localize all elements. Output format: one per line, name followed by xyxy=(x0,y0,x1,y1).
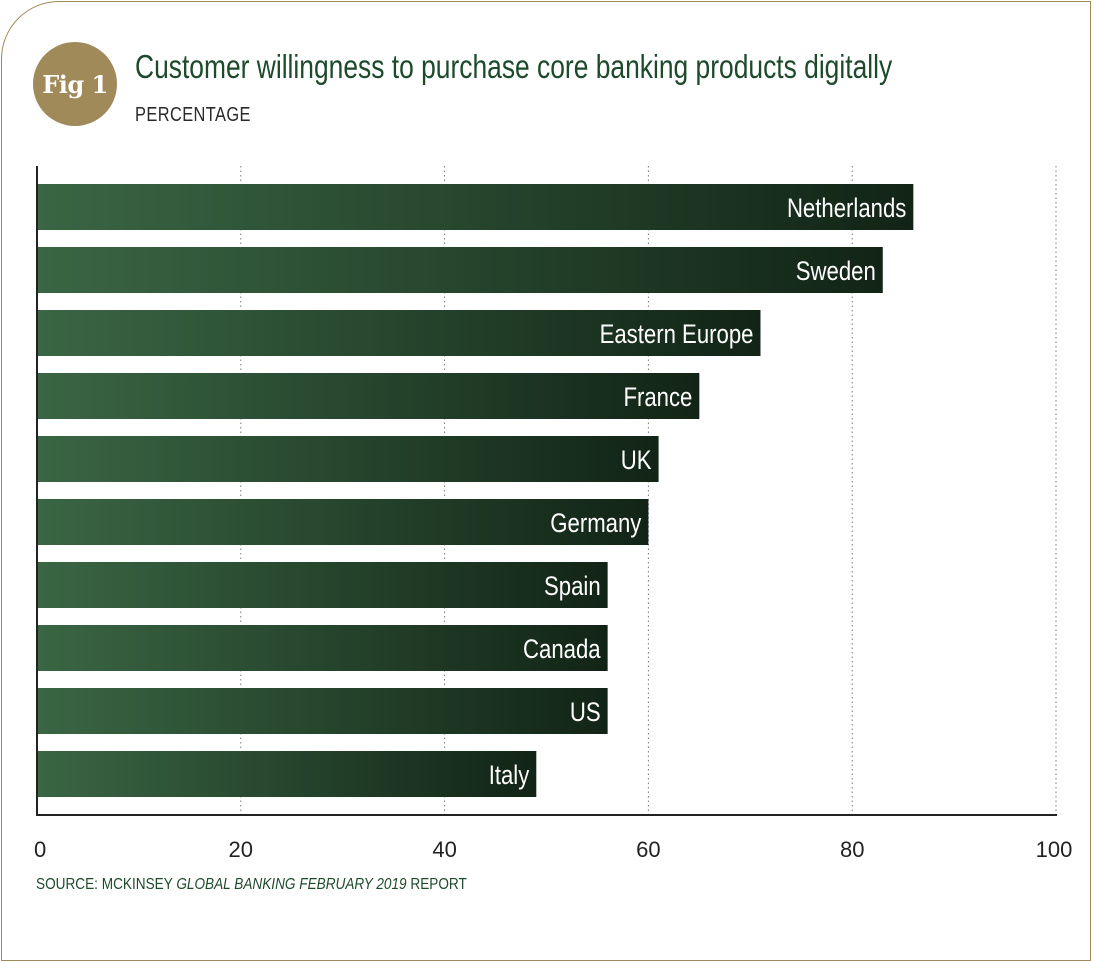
x-tick-labels: 0 20 40 60 80 100 xyxy=(34,837,1072,862)
bar-label-sweden: Sweden xyxy=(796,256,876,286)
bar-label-us: US xyxy=(570,697,601,727)
bar-label-germany: Germany xyxy=(550,508,641,538)
bar-uk xyxy=(37,436,659,482)
bars: Netherlands Sweden Eastern Europe France UK G… xyxy=(37,184,914,797)
bar-canada xyxy=(37,625,608,671)
source-prefix: SOURCE: MCKINSEY xyxy=(36,876,177,893)
x-tick-label-40: 40 xyxy=(432,837,456,862)
bar-label-italy: Italy xyxy=(489,760,530,790)
bar-label-uk: UK xyxy=(621,445,652,475)
figure-badge: Fig 1 xyxy=(33,42,117,126)
bar-us xyxy=(37,688,608,734)
bar-label-eastern-europe: Eastern Europe xyxy=(600,319,754,349)
x-tick-label-100: 100 xyxy=(1036,837,1073,862)
bar-label-france: France xyxy=(623,382,692,412)
chart-title: Customer willingness to purchase core ba… xyxy=(135,48,893,85)
x-tick-label-20: 20 xyxy=(229,837,253,862)
bar-spain xyxy=(37,562,608,608)
bar-italy xyxy=(37,751,537,797)
figure-badge-label: Fig 1 xyxy=(42,69,108,99)
bar-label-canada: Canada xyxy=(523,634,601,664)
axes xyxy=(36,166,1057,816)
bar-eastern-europe xyxy=(37,310,761,356)
bar-germany xyxy=(37,499,649,545)
source-suffix: REPORT xyxy=(406,876,467,893)
x-tick-label-80: 80 xyxy=(840,837,864,862)
source-report-name: GLOBAL BANKING FEBRUARY 2019 xyxy=(176,876,407,893)
chart-subtitle: PERCENTAGE xyxy=(135,104,251,126)
bar-chart: Netherlands Sweden Eastern Europe France UK G… xyxy=(34,166,1072,862)
bar-netherlands xyxy=(37,184,914,230)
x-tick-label-60: 60 xyxy=(636,837,660,862)
bar-france xyxy=(37,373,700,419)
source-note: SOURCE: MCKINSEY GLOBAL BANKING FEBRUARY… xyxy=(36,876,467,894)
bar-label-spain: Spain xyxy=(544,571,601,601)
bar-label-netherlands: Netherlands xyxy=(787,193,906,223)
bar-sweden xyxy=(37,247,883,293)
x-tick-label-0: 0 xyxy=(34,837,46,862)
